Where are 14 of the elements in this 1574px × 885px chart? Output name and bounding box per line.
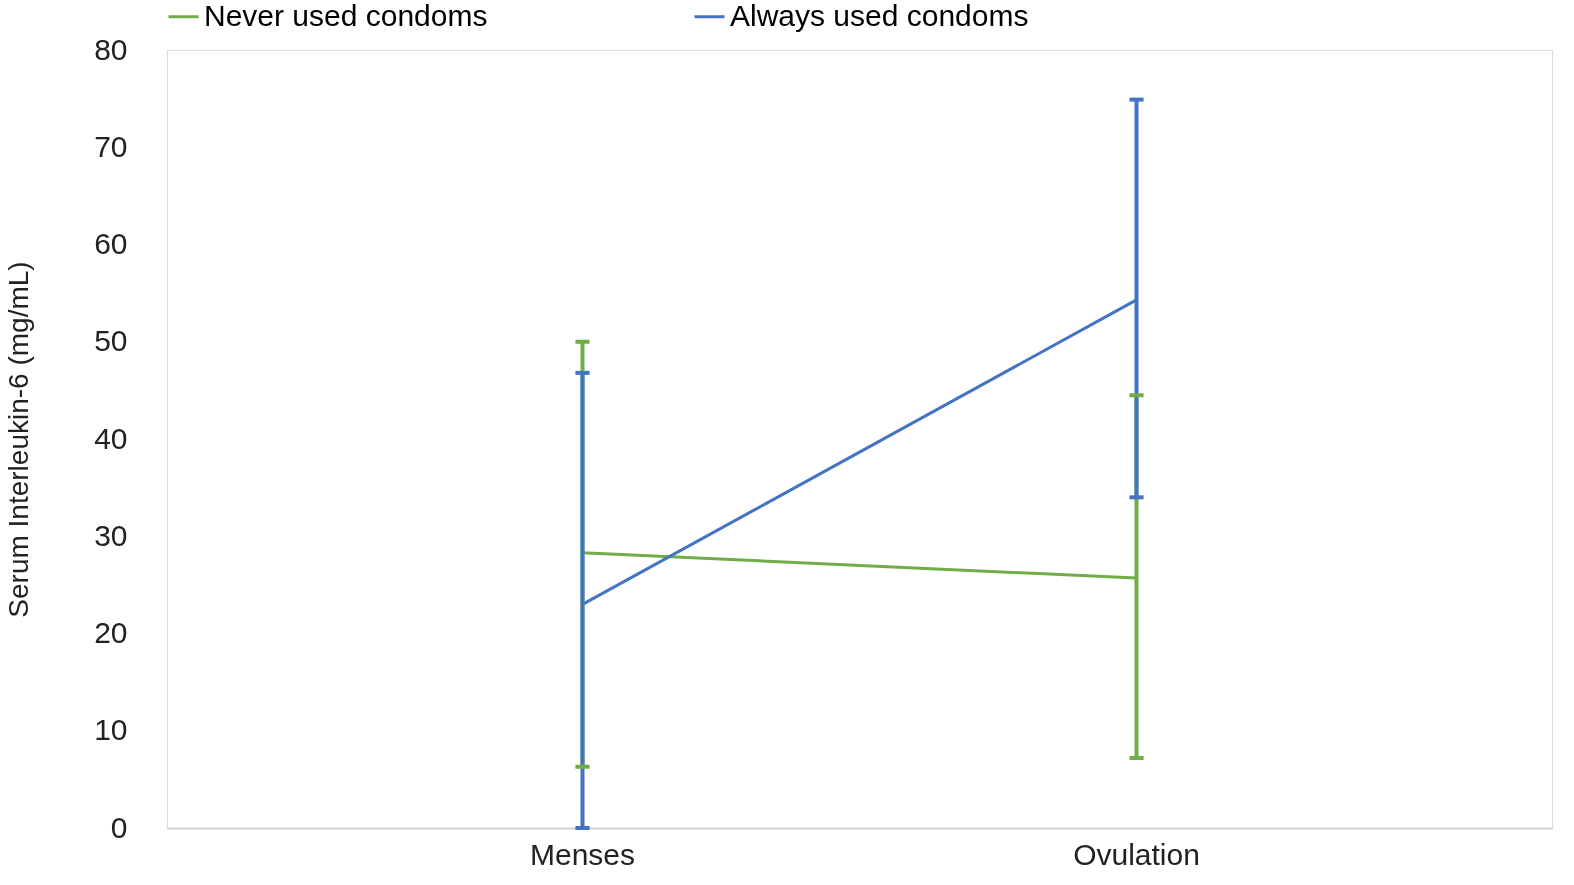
y-tick-label: 40 xyxy=(94,421,128,455)
legend-label: Always used condoms xyxy=(730,0,1029,32)
y-tick-label: 20 xyxy=(94,616,128,649)
y-tick-label: 30 xyxy=(94,518,128,552)
legend-label: Never used condoms xyxy=(204,0,488,32)
y-tick-label: 50 xyxy=(94,324,128,358)
x-tick-label: Ovulation xyxy=(1073,837,1200,871)
y-tick-label: 0 xyxy=(110,810,128,844)
y-tick-label: 80 xyxy=(94,32,128,66)
y-tick-label: 70 xyxy=(94,129,128,163)
y-tick-label: 10 xyxy=(94,713,128,747)
y-tick-label: 60 xyxy=(94,227,128,260)
x-tick-label: Menses xyxy=(529,837,636,871)
y-axis-title: Serum Interleukin-6 (mg/mL) xyxy=(3,261,35,618)
